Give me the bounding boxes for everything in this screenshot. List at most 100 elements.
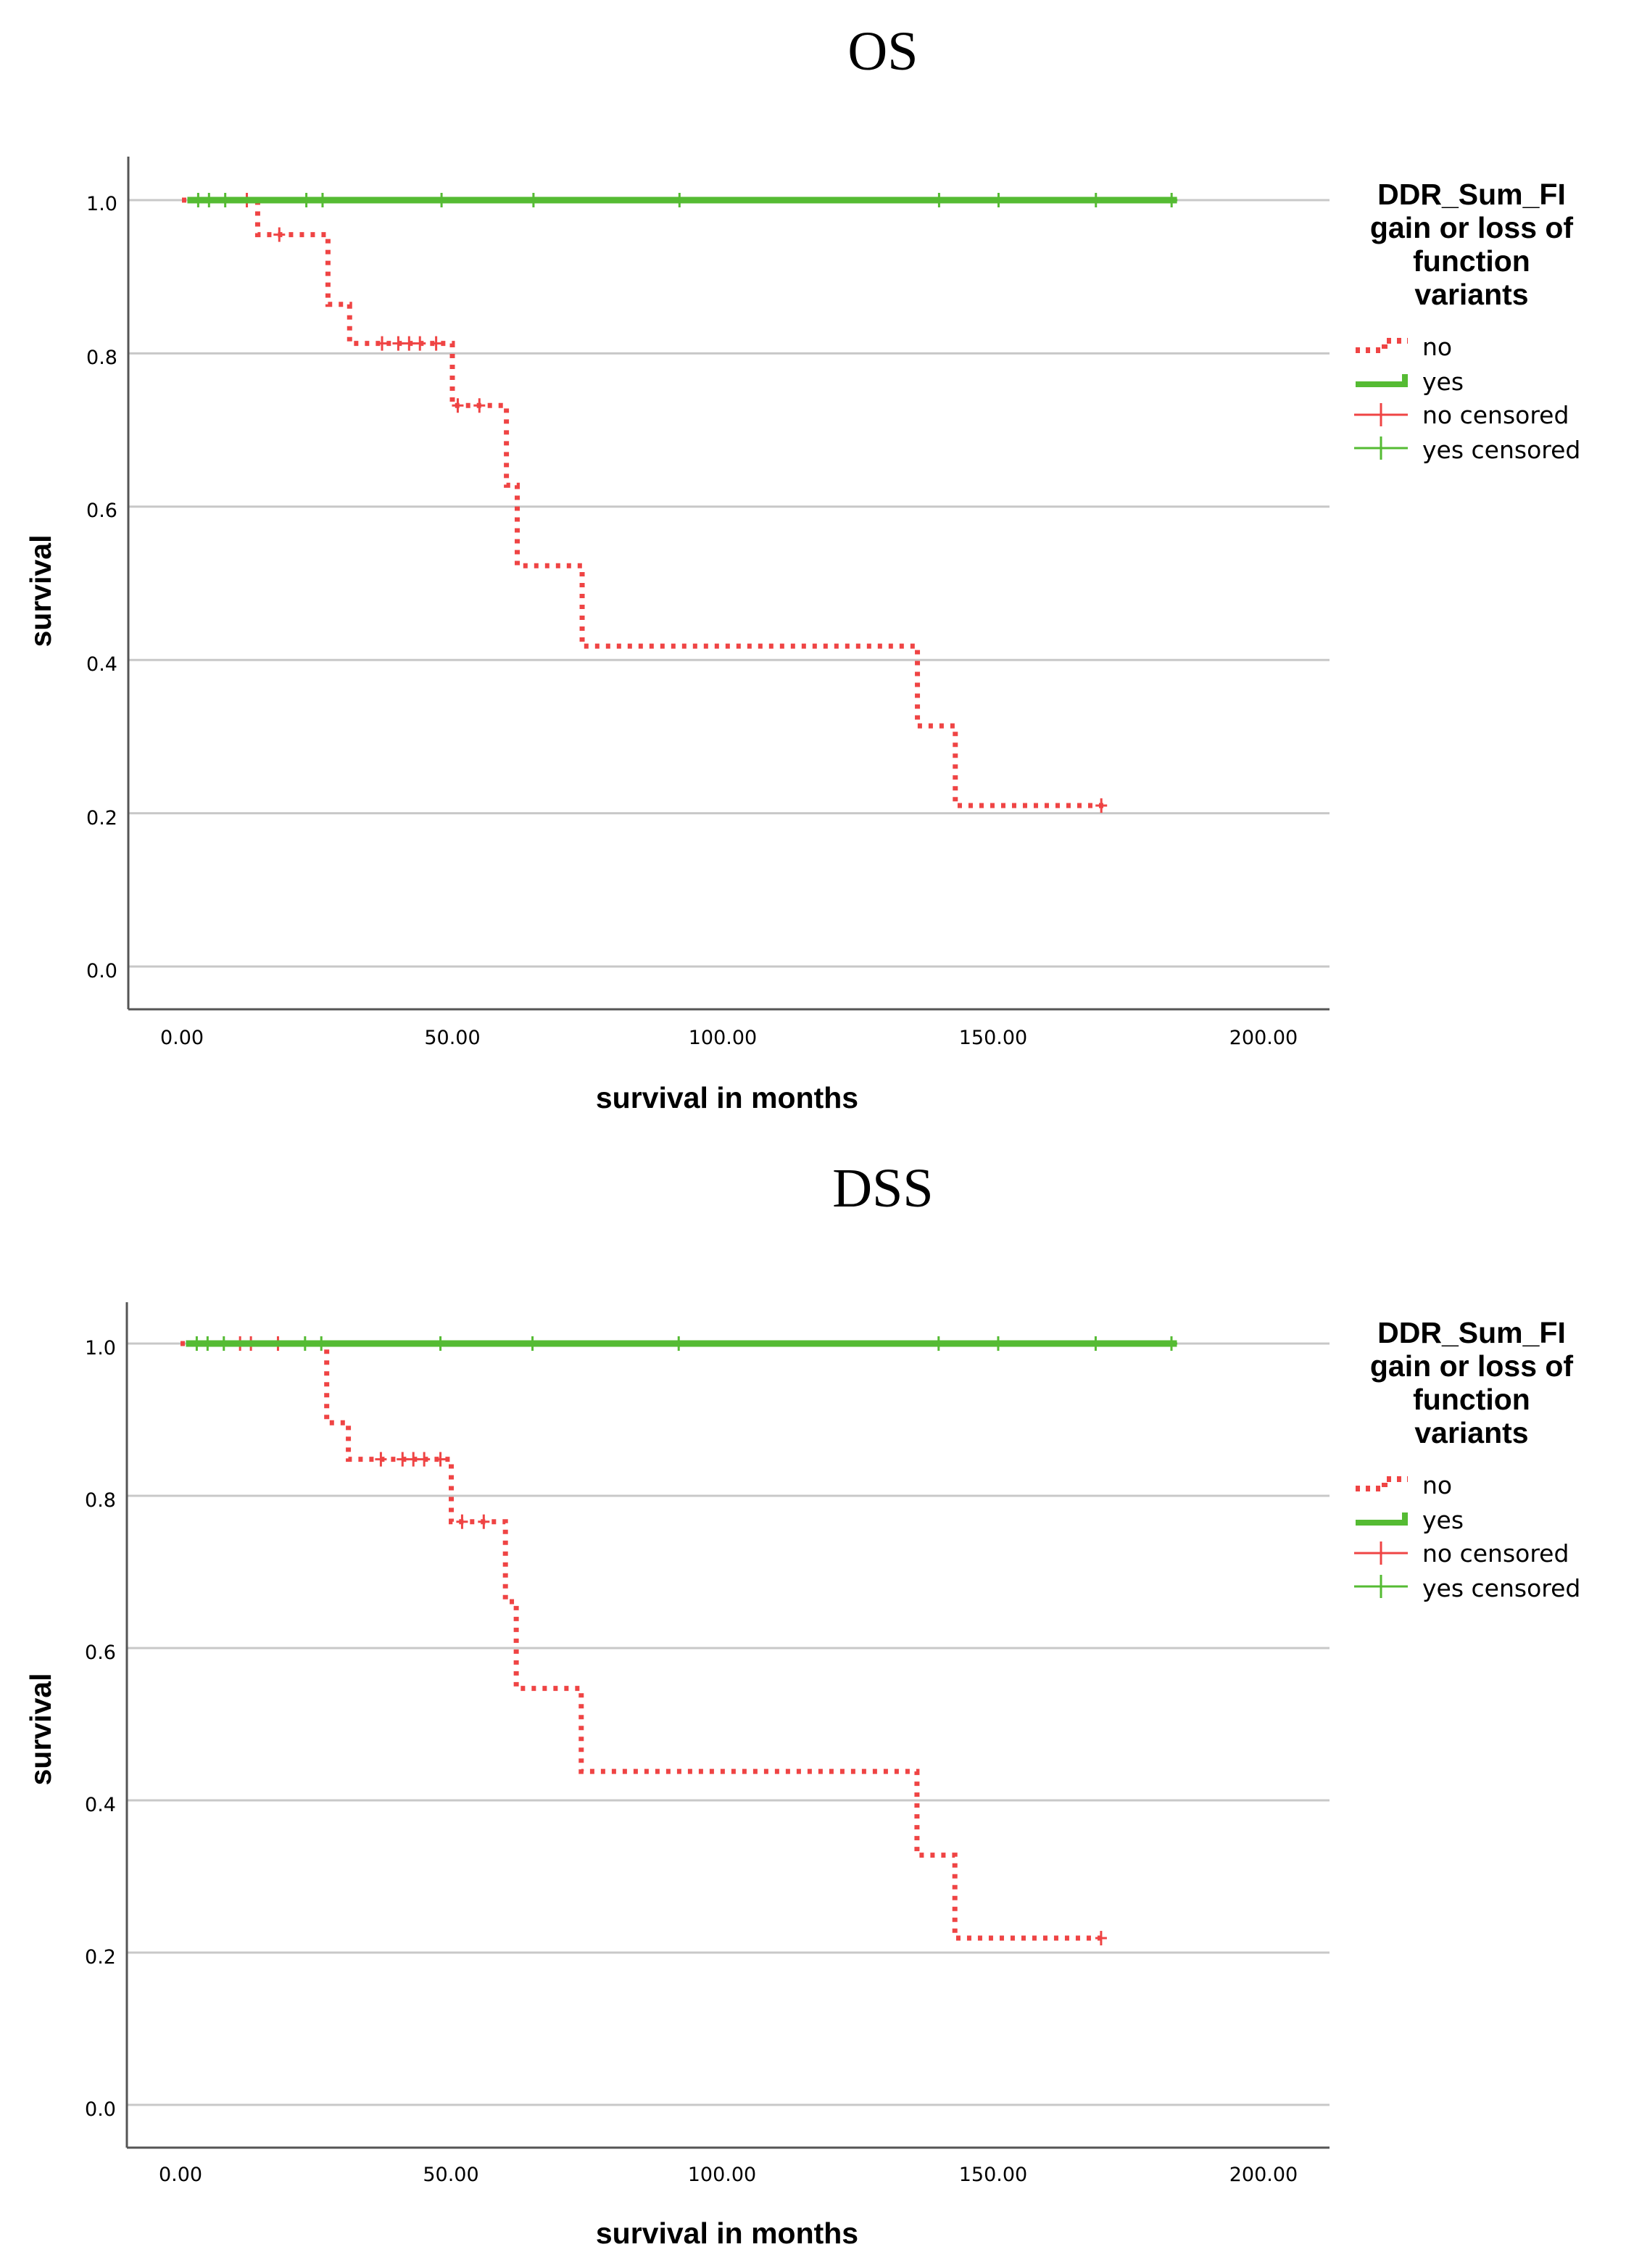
dss-legend-title-line: gain or loss of (1370, 1349, 1574, 1383)
dss-legend-entry: no censored (1422, 1539, 1569, 1568)
os-legend-swatch-yes-censored (1354, 436, 1408, 460)
os-legend-title-line: function (1413, 244, 1530, 278)
os-x-tick-label: 100.00 (689, 1027, 757, 1049)
os-y-axis-label: survival (24, 535, 57, 647)
dss-censor-mark-no (1095, 1931, 1107, 1946)
dss-censor-mark-yes (315, 1336, 328, 1351)
dss-gridlines (127, 1342, 1330, 2106)
os-curve-no (182, 197, 1107, 808)
dss-legend-entry: yes (1422, 1506, 1464, 1534)
os-legend-title-line: variants (1414, 278, 1528, 311)
os-x-tick-label: 0.00 (160, 1027, 204, 1049)
os-legend-entry: no censored (1422, 401, 1569, 429)
dss-x-axis-label: survival in months (596, 2217, 858, 2250)
os-legend-swatch-no (1356, 338, 1408, 353)
dss-axes (125, 1302, 1330, 2149)
dss-censor-mark-no (434, 1452, 447, 1467)
os-axes (127, 157, 1330, 1011)
dss-legend-swatch-no-censored (1354, 1541, 1408, 1565)
os-censor-mark-yes (527, 193, 539, 207)
dss-y-tick-label: 0.2 (85, 1946, 116, 1969)
dss-legend: DDR_Sum_FI gain or loss of function vari… (1354, 1316, 1580, 1602)
os-panel: OS 0.0 0.2 0.4 0.6 0.8 1.0 0.00 50.00 10… (24, 21, 1580, 1114)
dss-censor-mark-yes (673, 1336, 685, 1351)
dss-censor-mark-no (418, 1452, 431, 1467)
os-censor-mark-yes (219, 193, 231, 207)
os-censor-mark-yes (1166, 193, 1178, 207)
os-legend-swatch-no-censored (1354, 403, 1408, 426)
dss-censor-mark-yes (932, 1336, 945, 1351)
dss-censor-mark-yes (299, 1336, 311, 1351)
dss-legend-title-line: function (1413, 1383, 1530, 1416)
dss-y-tick-label: 0.6 (85, 1642, 116, 1664)
os-legend-entry: yes censored (1422, 436, 1580, 464)
os-x-tick-label: 50.00 (424, 1027, 480, 1049)
os-censor-mark-yes (436, 193, 448, 207)
dss-censor-mark-yes (434, 1336, 447, 1351)
dss-curve-no (181, 1341, 1107, 1941)
os-censor-mark-no (273, 227, 286, 242)
os-legend: DDR_Sum_FI gain or loss of function vari… (1354, 178, 1580, 464)
dss-y-ticks: 0.0 0.2 0.4 0.6 0.8 1.0 (85, 1337, 116, 2121)
dss-censor-mark-yes (1090, 1336, 1102, 1351)
dss-censor-mark-no (456, 1514, 468, 1529)
dss-y-axis-label: survival (24, 1673, 57, 1786)
os-censor-mark-yes (1090, 193, 1102, 207)
dss-x-tick-label: 100.00 (688, 2164, 756, 2186)
dss-censor-mark-no (375, 1452, 387, 1467)
os-x-tick-label: 200.00 (1229, 1027, 1298, 1049)
os-y-tick-label: 0.2 (86, 807, 117, 829)
dss-y-tick-label: 1.0 (85, 1337, 116, 1359)
os-y-tick-label: 0.0 (86, 960, 117, 982)
os-y-tick-label: 0.4 (86, 653, 117, 676)
dss-y-tick-label: 0.8 (85, 1489, 116, 1512)
dss-x-ticks: 0.00 50.00 100.00 150.00 200.00 (159, 2164, 1298, 2186)
dss-censor-mark-yes (217, 1336, 230, 1351)
os-censor-mark-yes (933, 193, 945, 207)
os-censor-mark-yes (203, 193, 215, 207)
os-series (182, 193, 1178, 814)
os-censor-mark-yes (300, 193, 312, 207)
os-y-tick-label: 1.0 (86, 193, 117, 215)
os-censor-mark-no (1095, 798, 1108, 814)
os-censor-mark-no (473, 398, 486, 413)
dss-title: DSS (832, 1158, 933, 1219)
dss-censor-mark-yes (191, 1336, 203, 1351)
os-x-tick-label: 150.00 (959, 1027, 1027, 1049)
dss-legend-swatch-no (1356, 1476, 1408, 1491)
dss-censor-mark-yes (1166, 1336, 1178, 1351)
os-censor-mark-yes (192, 193, 204, 207)
dss-x-tick-label: 0.00 (159, 2164, 202, 2186)
dss-legend-swatch-yes (1356, 1512, 1408, 1526)
dss-censor-mark-yes (526, 1336, 539, 1351)
os-legend-entry: yes (1422, 368, 1464, 396)
dss-series (181, 1336, 1178, 1946)
os-title: OS (847, 21, 918, 82)
dss-panel: DSS 0.0 0.2 0.4 0.6 0.8 1.0 0.00 50.00 1… (24, 1158, 1580, 2250)
os-legend-title-line: DDR_Sum_FI (1377, 178, 1566, 211)
os-censor-mark-no (452, 398, 464, 413)
dss-censor-mark-yes (202, 1336, 214, 1351)
os-censor-mark-no (392, 336, 405, 351)
dss-censor-mark-yes (992, 1336, 1004, 1351)
dss-legend-entry: yes censored (1422, 1574, 1580, 1602)
dss-x-tick-label: 150.00 (959, 2164, 1027, 2186)
dss-censor-mark-no (407, 1452, 420, 1467)
os-censor-mark-yes (992, 193, 1005, 207)
os-censor-mark-no (430, 336, 442, 351)
dss-x-tick-label: 50.00 (423, 2164, 478, 2186)
os-y-ticks: 0.0 0.2 0.4 0.6 0.8 1.0 (86, 193, 117, 982)
dss-x-tick-label: 200.00 (1229, 2164, 1298, 2186)
os-y-tick-label: 0.8 (86, 347, 117, 369)
os-censor-mark-no (403, 336, 415, 351)
os-x-axis-label: survival in months (596, 1081, 858, 1114)
dss-y-tick-label: 0.4 (85, 1794, 116, 1816)
dss-censor-mark-no (397, 1452, 409, 1467)
os-censor-mark-no (414, 336, 426, 351)
dss-y-tick-label: 0.0 (85, 2098, 116, 2121)
dss-censor-mark-no (478, 1514, 490, 1529)
dss-legend-title-line: variants (1414, 1416, 1528, 1449)
dss-legend-swatch-yes-censored (1354, 1575, 1408, 1598)
os-legend-title-line: gain or loss of (1370, 211, 1574, 244)
